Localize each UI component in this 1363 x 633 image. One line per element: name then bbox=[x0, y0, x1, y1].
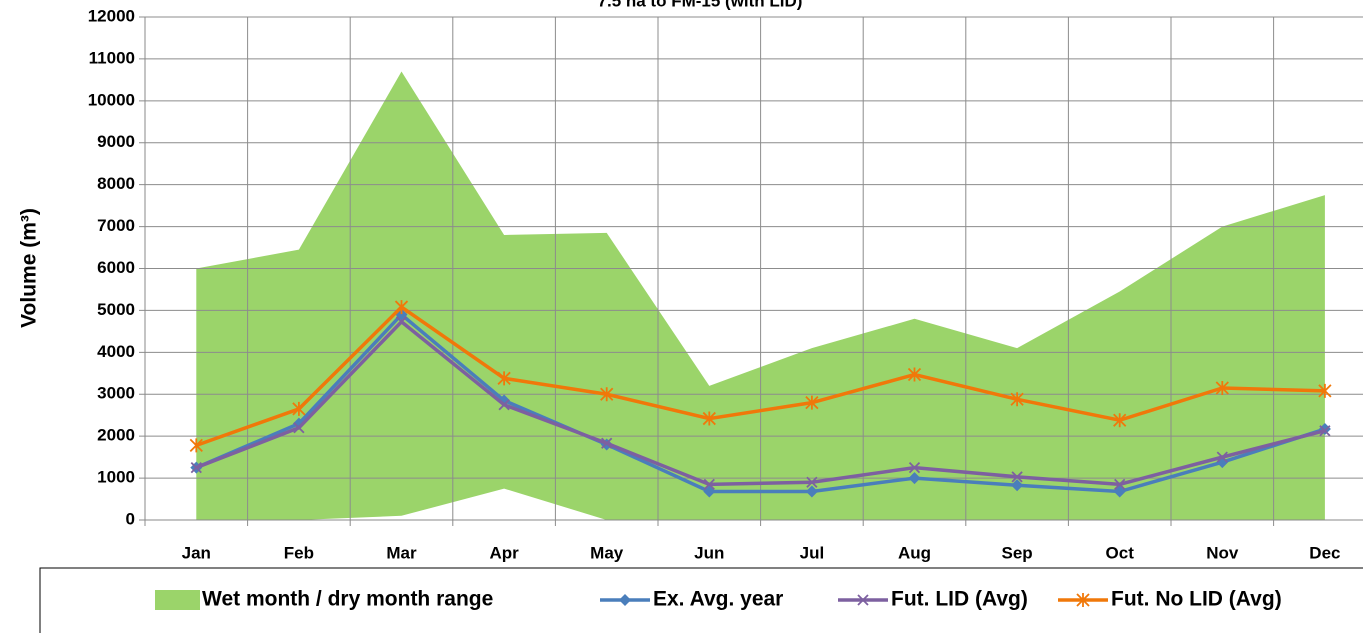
marker bbox=[292, 401, 306, 416]
y-tick-label: 4000 bbox=[97, 342, 135, 361]
marker bbox=[1216, 451, 1228, 463]
marker bbox=[1076, 593, 1090, 607]
y-tick-label: 2000 bbox=[97, 426, 135, 445]
marker bbox=[1010, 392, 1024, 407]
y-tick-label: 9000 bbox=[97, 132, 135, 151]
marker bbox=[857, 594, 869, 606]
x-tick-label: Aug bbox=[898, 543, 931, 562]
legend-label: Wet month / dry month range bbox=[202, 588, 493, 611]
marker bbox=[702, 411, 716, 426]
y-tick-label: 5000 bbox=[97, 300, 135, 319]
marker bbox=[908, 461, 921, 474]
y-tick-label: 7000 bbox=[97, 216, 135, 235]
marker bbox=[1319, 425, 1331, 437]
marker bbox=[394, 300, 409, 315]
x-tick-label: Jul bbox=[800, 543, 825, 562]
marker bbox=[1318, 383, 1332, 398]
marker bbox=[497, 371, 511, 386]
x-tick-label: Jun bbox=[694, 543, 724, 562]
y-tick-label: 12000 bbox=[88, 6, 135, 25]
marker bbox=[907, 367, 922, 382]
marker bbox=[806, 476, 818, 488]
y-tick-label: 1000 bbox=[97, 468, 135, 487]
y-tick-label: 11000 bbox=[89, 48, 135, 67]
legend-label: Fut. LID (Avg) bbox=[891, 588, 1028, 611]
marker bbox=[190, 461, 202, 474]
series-line bbox=[195, 304, 1325, 448]
x-tick-label: Oct bbox=[1106, 543, 1135, 562]
marker bbox=[703, 478, 715, 491]
marker bbox=[805, 485, 818, 498]
x-tick-label: Feb bbox=[284, 543, 314, 562]
x-tick-label: Apr bbox=[489, 543, 519, 562]
marker bbox=[293, 422, 305, 434]
marker bbox=[619, 594, 631, 606]
y-tick-label: 10000 bbox=[88, 90, 135, 109]
marker bbox=[1114, 478, 1126, 491]
x-tick-label: Jan bbox=[182, 543, 211, 562]
x-tick-label: Mar bbox=[386, 543, 417, 562]
marker bbox=[498, 399, 510, 411]
marker bbox=[601, 437, 613, 449]
marker bbox=[189, 438, 203, 453]
legend-label: Fut. No LID (Avg) bbox=[1111, 588, 1282, 611]
y-axis-label: Volume (m³) bbox=[18, 208, 41, 328]
marker bbox=[1011, 471, 1023, 483]
marker bbox=[1215, 380, 1229, 395]
marker bbox=[805, 395, 819, 410]
legend-swatch bbox=[155, 590, 200, 610]
y-tick-label: 6000 bbox=[97, 258, 135, 277]
x-tick-label: May bbox=[590, 543, 624, 562]
y-tick-label: 8000 bbox=[97, 174, 135, 193]
marker bbox=[1011, 479, 1024, 492]
range-area bbox=[196, 71, 1325, 520]
marker bbox=[908, 472, 921, 485]
marker bbox=[395, 316, 408, 328]
x-tick-label: Nov bbox=[1206, 543, 1239, 562]
chart-title: 7.5 ha to FM-15 (with LID) bbox=[598, 0, 803, 10]
marker bbox=[600, 387, 614, 402]
series-line bbox=[195, 319, 1326, 487]
x-tick-label: Dec bbox=[1309, 543, 1340, 562]
legend-label: Ex. Avg. year bbox=[653, 588, 783, 611]
y-tick-label: 0 bbox=[126, 509, 135, 528]
legend-box bbox=[39, 567, 1363, 633]
x-tick-label: Sep bbox=[1002, 543, 1033, 562]
series-line bbox=[195, 312, 1326, 494]
marker bbox=[1113, 413, 1127, 428]
y-tick-label: 3000 bbox=[97, 384, 135, 403]
